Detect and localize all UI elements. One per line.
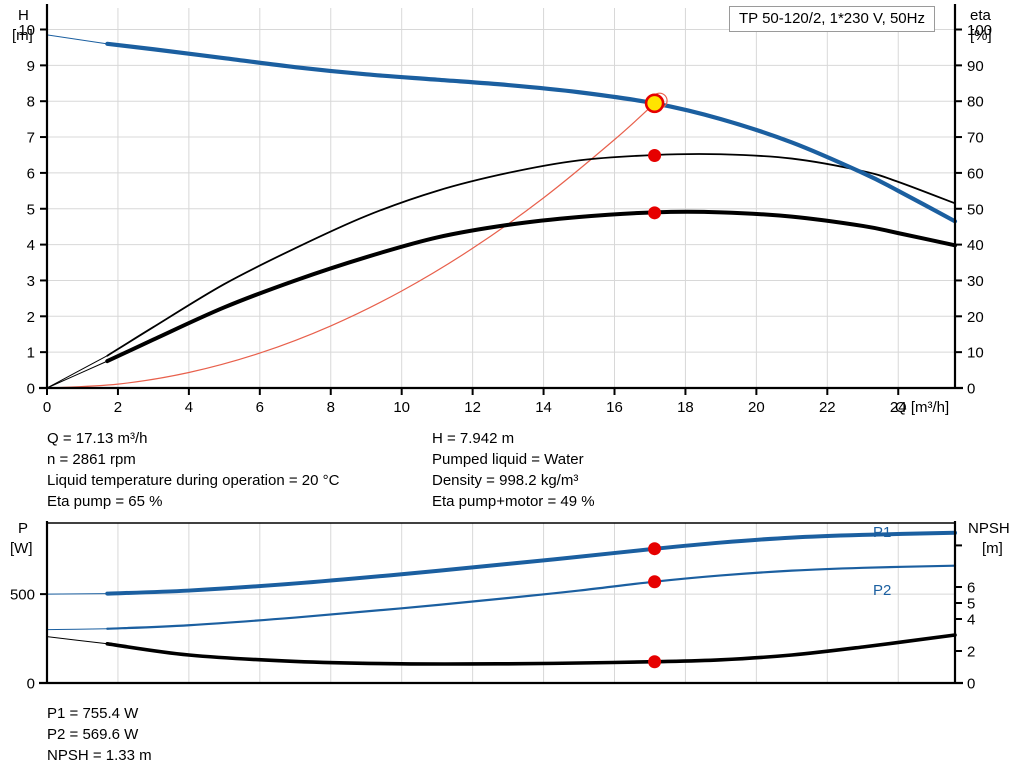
tick-label-h: 10 xyxy=(18,22,35,39)
tick-label-q: 4 xyxy=(185,399,193,416)
axis-title-npsh-unit: [m] xyxy=(982,540,1003,557)
tick-label-p: 500 xyxy=(10,587,35,604)
duty-marker-eta-pump xyxy=(648,148,662,162)
axis-title-eta-unit: [%] xyxy=(970,27,992,44)
tick-label-h: 2 xyxy=(27,309,35,326)
eta-pump-curve-thick xyxy=(106,153,956,357)
tick-label-eta: 0 xyxy=(967,381,975,398)
p1-curve-thick xyxy=(105,530,957,596)
info-line-eta-pm: Eta pump+motor = 49 % xyxy=(432,493,595,510)
duty-marker-head xyxy=(644,93,665,114)
tick-label-h: 9 xyxy=(27,58,35,75)
npsh-curve-thick xyxy=(105,633,957,666)
info-line-temp: Liquid temperature during operation = 20… xyxy=(47,472,340,489)
tick-label-eta: 70 xyxy=(967,130,984,147)
series-label-p2: P2 xyxy=(873,582,891,599)
tick-label-h: 7 xyxy=(27,130,35,147)
head-curve-thin xyxy=(46,34,108,45)
tick-label-eta: 80 xyxy=(967,94,984,111)
info-line-npsh: NPSH = 1.33 m xyxy=(47,747,152,764)
system-curve xyxy=(46,102,655,389)
duty-marker-p1 xyxy=(648,542,662,556)
tick-label-h: 6 xyxy=(27,165,35,182)
eta-pump-curve-thin xyxy=(46,355,108,389)
tick-label-npsh: 5 xyxy=(967,596,975,613)
series-label-p1: P1 xyxy=(873,524,891,541)
tick-label-eta: 100 xyxy=(967,22,992,39)
duty-marker-eta-pump-motor xyxy=(648,206,662,220)
tick-label-q: 18 xyxy=(677,399,694,416)
tick-label-q: 6 xyxy=(256,399,264,416)
eta-pump-motor-curve-thick xyxy=(105,209,957,364)
tick-label-q: 0 xyxy=(43,399,51,416)
info-line-h: H = 7.942 m xyxy=(432,430,515,447)
tick-label-h: 0 xyxy=(27,381,35,398)
tick-label-h: 3 xyxy=(27,273,35,290)
info-column-bottom: P1 = 755.4 W P2 = 569.6 W NPSH = 1.33 m xyxy=(47,703,152,766)
info-line-p1: P1 = 755.4 W xyxy=(47,705,139,722)
tick-label-eta: 30 xyxy=(967,273,984,290)
head-curve-thick xyxy=(105,41,958,224)
axis-title-p: P xyxy=(18,520,28,537)
duty-marker-p2 xyxy=(648,575,662,589)
tick-label-q: 14 xyxy=(535,399,552,416)
power-npsh-chart: 0 500 0 2 456 P [W] NPSH [m] P1 P2 xyxy=(10,520,1010,693)
tick-label-npsh: 0 xyxy=(967,676,975,693)
p2-curve-thin xyxy=(46,628,108,631)
pump-title-text: TP 50-120/2, 1*230 V, 50Hz xyxy=(739,10,925,27)
tick-label-p: 0 xyxy=(27,676,35,693)
pump-title-box: TP 50-120/2, 1*230 V, 50Hz xyxy=(729,6,935,32)
axis-title-h: H xyxy=(18,7,29,24)
duty-marker-npsh xyxy=(648,655,662,669)
tick-label-h: 8 xyxy=(27,94,35,111)
tick-label-q: 24 xyxy=(890,399,907,416)
npsh-curve-thin xyxy=(46,636,108,645)
tick-label-q: 12 xyxy=(464,399,481,416)
info-line-eta-pump: Eta pump = 65 % xyxy=(47,493,163,510)
bottom-chart-group: 0 500 0 2 456 P [W] NPSH [m] P1 P2 xyxy=(10,520,1010,693)
info-line-density: Density = 998.2 kg/m³ xyxy=(432,472,579,489)
tick-label-eta: 90 xyxy=(967,58,984,75)
tick-label-eta: 40 xyxy=(967,237,984,254)
tick-label-eta: 50 xyxy=(967,201,984,218)
info-column-left: Q = 17.13 m³/h n = 2861 rpm Liquid tempe… xyxy=(47,428,339,512)
p2-curve-thick xyxy=(106,564,957,630)
tick-label-q: 20 xyxy=(748,399,765,416)
axis-title-p-unit: [W] xyxy=(10,540,33,557)
tick-label-eta: 20 xyxy=(967,309,984,326)
tick-label-h: 4 xyxy=(27,237,35,254)
axis-title-npsh: NPSH xyxy=(968,520,1010,537)
info-line-q: Q = 17.13 m³/h xyxy=(47,430,148,447)
tick-label-npsh: 6 xyxy=(967,580,975,597)
p1-curve-thin xyxy=(46,593,108,595)
axis-title-q: Q [m³/h] xyxy=(895,399,949,416)
plot-background xyxy=(47,8,955,388)
axis-title-h-unit: [m] xyxy=(12,27,33,44)
tick-label-eta: 10 xyxy=(967,345,984,362)
tick-label-q: 22 xyxy=(819,399,836,416)
tick-label-q: 10 xyxy=(393,399,410,416)
tick-label-npsh: 2 xyxy=(967,644,975,661)
info-column-right: H = 7.942 m Pumped liquid = Water Densit… xyxy=(432,428,595,512)
plot-background xyxy=(47,523,955,683)
tick-label-eta: 60 xyxy=(967,165,984,182)
tick-label-q: 2 xyxy=(114,399,122,416)
tick-label-q: 8 xyxy=(327,399,335,416)
info-line-p2: P2 = 569.6 W xyxy=(47,726,139,743)
info-line-n: n = 2861 rpm xyxy=(47,451,136,468)
tick-label-h: 5 xyxy=(27,201,35,218)
info-line-liquid: Pumped liquid = Water xyxy=(432,451,584,468)
tick-label-q: 16 xyxy=(606,399,623,416)
tick-label-h: 1 xyxy=(27,345,35,362)
tick-label-npsh: 4 xyxy=(967,612,975,629)
axis-title-eta: eta xyxy=(970,7,992,24)
